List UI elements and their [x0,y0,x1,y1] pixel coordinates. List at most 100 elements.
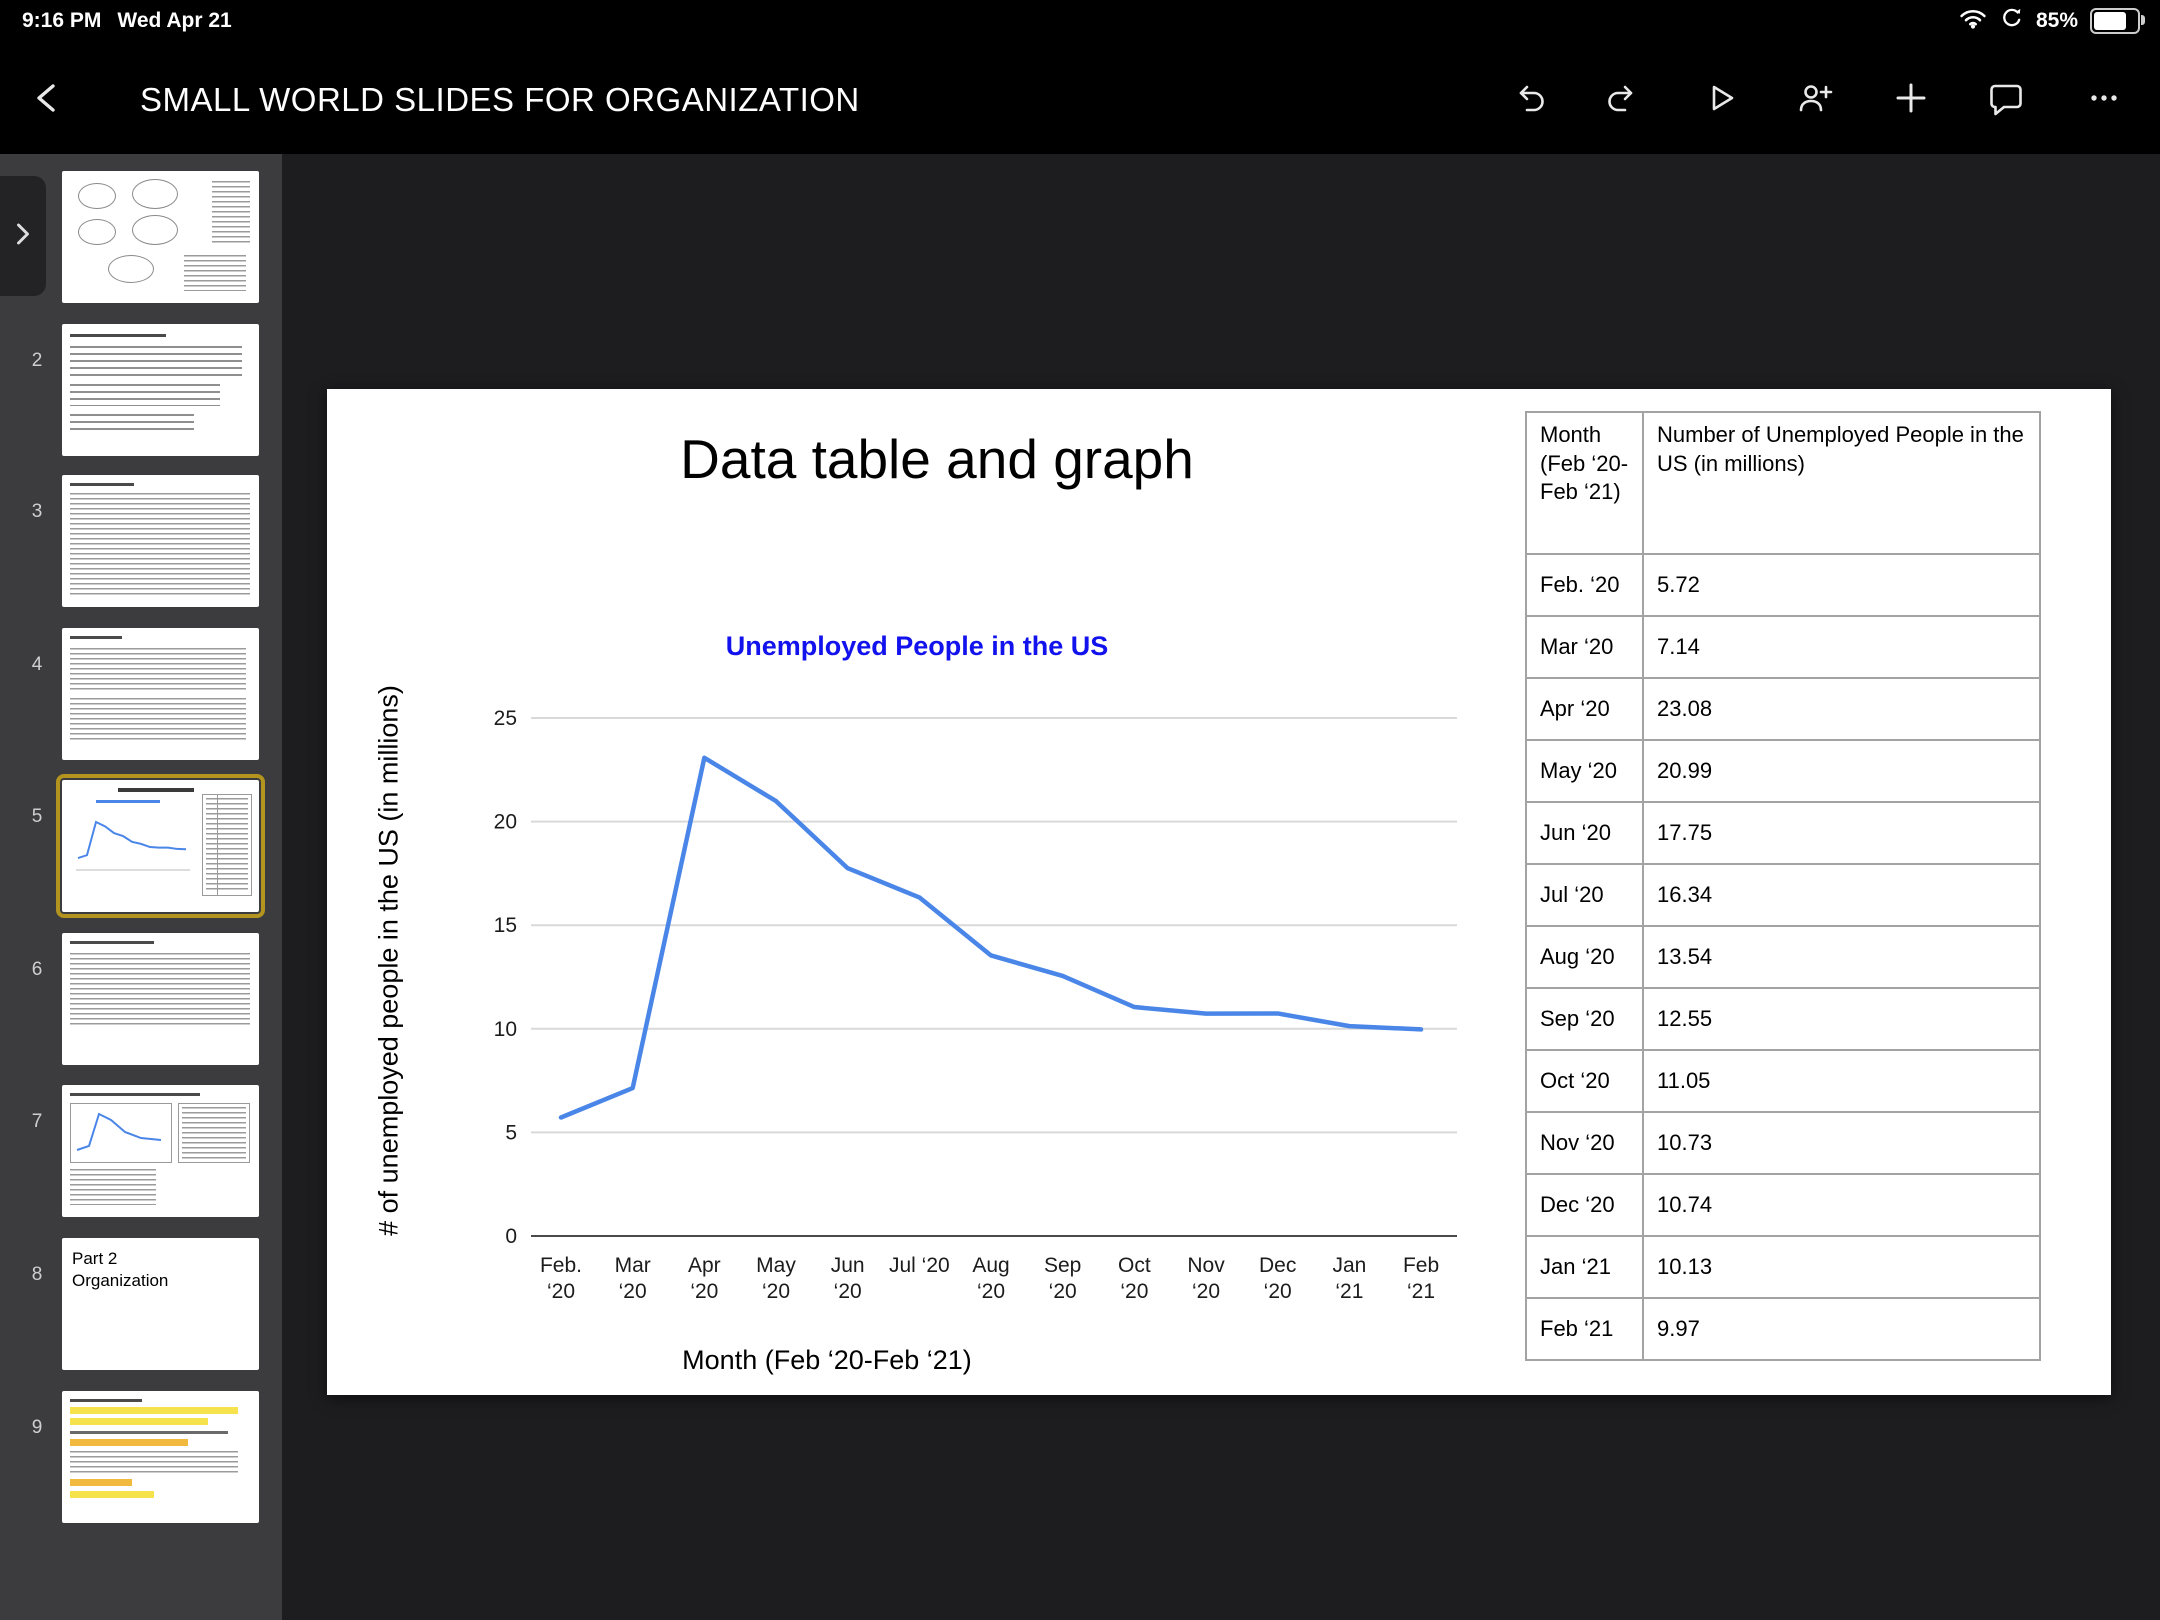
undo-button[interactable] [1509,78,1549,118]
slide-number: 7 [31,1111,43,1132]
slide-row: 2 [0,324,282,456]
slide-thumbnail-4[interactable] [62,628,259,760]
table-cell-month: Jul ‘20 [1525,863,1644,927]
table-cell-month: Apr ‘20 [1525,677,1644,741]
mini-chart [76,820,190,871]
insert-button[interactable] [1891,78,1931,118]
table-row: Apr ‘20 23.08 [1525,677,2041,741]
table-cell-month: Jan ‘21 [1525,1235,1644,1299]
status-bar: 9:16 PM Wed Apr 21 8 [0,0,2160,42]
svg-text:5: 5 [505,1121,517,1144]
table-row: Jan ‘21 10.13 [1525,1235,2041,1299]
svg-text:May‘20: May ‘20 [756,1254,796,1303]
chart-title: Unemployed People in the US [725,631,1109,661]
table-row: Dec ‘20 10.74 [1525,1173,2041,1237]
table-cell-month: Dec ‘20 [1525,1173,1644,1237]
table-row: Jul ‘20 16.34 [1525,863,2041,927]
table-row: Sep ‘20 12.55 [1525,987,2041,1051]
slide-number: 3 [31,501,43,522]
svg-text:Nov‘20: Nov ‘20 [1187,1254,1225,1303]
table-cell-value: 10.73 [1642,1111,2041,1175]
slide-row: 4 [0,628,282,760]
data-table[interactable]: Month (Feb ‘20- Feb ‘21) Number of Unemp… [1525,411,2041,1361]
svg-text:Feb‘21: Feb ‘21 [1403,1254,1439,1303]
status-time: 9:16 PM [22,9,102,32]
svg-text:Oct‘20: Oct ‘20 [1118,1254,1151,1303]
table-cell-value: 9.97 [1642,1297,2041,1361]
table-cell-month: Sep ‘20 [1525,987,1644,1051]
filmstrip-expand-handle[interactable] [0,176,46,296]
back-button[interactable] [28,78,68,118]
slide-number: 9 [31,1417,43,1438]
comments-button[interactable] [1986,78,2026,118]
slide-thumbnail-9[interactable] [62,1391,259,1523]
slide-thumbnail-6[interactable] [62,933,259,1065]
thumbnail-text-line: Organization [72,1271,169,1291]
svg-text:20: 20 [494,811,517,834]
table-cell-month: Feb ‘21 [1525,1297,1644,1361]
table-header-month: Month (Feb ‘20- Feb ‘21) [1525,411,1644,555]
table-cell-month: Oct ‘20 [1525,1049,1644,1113]
table-cell-month: Nov ‘20 [1525,1111,1644,1175]
slide-thumbnail-8[interactable]: Part 2 Organization [62,1238,259,1370]
svg-text:Sep‘20: Sep ‘20 [1044,1254,1081,1303]
slide-thumbnail-2[interactable] [62,324,259,456]
share-add-people-button[interactable] [1795,78,1835,118]
table-row: Oct ‘20 11.05 [1525,1049,2041,1113]
table-row: May ‘20 20.99 [1525,739,2041,803]
slide-thumbnail-3[interactable] [62,475,259,607]
redo-button[interactable] [1603,78,1643,118]
table-cell-value: 7.14 [1642,615,2041,679]
current-slide[interactable]: Data table and graph Unemployed People i… [327,389,2111,1395]
table-cell-value: 11.05 [1642,1049,2041,1113]
slide-thumbnail-1[interactable] [62,171,259,303]
document-title: SMALL WORLD SLIDES FOR ORGANIZATION [140,81,860,118]
table-cell-value: 12.55 [1642,987,2041,1051]
wifi-icon [1958,7,1988,35]
present-button[interactable] [1701,78,1741,118]
table-cell-value: 17.75 [1642,801,2041,865]
table-row: Mar ‘20 7.14 [1525,615,2041,679]
app-header: SMALL WORLD SLIDES FOR ORGANIZATION [0,42,2160,154]
svg-text:Jan‘21: Jan ‘21 [1332,1254,1366,1303]
table-header-value: Number of Unemployed People in the US (i… [1642,411,2041,555]
slide-row: 8 Part 2 Organization [0,1238,282,1370]
svg-text:Aug‘20: Aug ‘20 [972,1254,1009,1303]
table-cell-value: 10.74 [1642,1173,2041,1237]
status-left: 9:16 PM Wed Apr 21 [22,0,232,42]
orientation-lock-icon [2000,6,2024,36]
chart-x-axis-label: Month (Feb ‘20-Feb ‘21) [682,1345,972,1375]
data-table-body: Feb. ‘20 5.72 Mar ‘20 7.14 Apr ‘20 23.08 May ‘… [1525,553,2041,1361]
chart[interactable]: Unemployed People in the US 25 20 15 10 5 0 Fe… [357,609,1497,1389]
table-cell-value: 20.99 [1642,739,2041,803]
table-cell-month: Aug ‘20 [1525,925,1644,989]
table-row: Feb ‘21 9.97 [1525,1297,2041,1361]
slide-row: 9 [0,1391,282,1523]
svg-text:0: 0 [505,1225,517,1248]
table-header-row: Month (Feb ‘20- Feb ‘21) Number of Unemp… [1525,411,2041,555]
slide-row [0,171,282,303]
slide-number: 5 [31,806,43,827]
slide-title-textbox[interactable]: Data table and graph [680,428,1194,490]
chevron-right-icon [14,221,32,252]
status-right: 85% [1958,0,2145,42]
table-row: Jun ‘20 17.75 [1525,801,2041,865]
slide-thumbnail-5[interactable] [56,774,265,918]
svg-text:Dec‘20: Dec ‘20 [1259,1254,1296,1303]
filmstrip-sidebar: 2 3 4 [0,154,282,1620]
more-menu-button[interactable] [2084,78,2124,118]
slide-row: 5 [0,774,282,918]
table-cell-month: Feb. ‘20 [1525,553,1644,617]
slide-number: 4 [31,654,43,675]
chart-plot: 25 20 15 10 5 0 Feb. ‘20 Mar ‘20 Apr ‘20 May ‘20 Jun ‘2… [494,707,1457,1303]
table-row: Feb. ‘20 5.72 [1525,553,2041,617]
slide-row: 6 [0,933,282,1065]
svg-text:Apr‘20: Apr ‘20 [688,1254,721,1303]
slide-thumbnail-7[interactable] [62,1085,259,1217]
table-cell-month: May ‘20 [1525,739,1644,803]
slide-number: 8 [31,1264,43,1285]
table-cell-value: 23.08 [1642,677,2041,741]
table-cell-value: 10.13 [1642,1235,2041,1299]
slide-number: 2 [31,350,43,371]
